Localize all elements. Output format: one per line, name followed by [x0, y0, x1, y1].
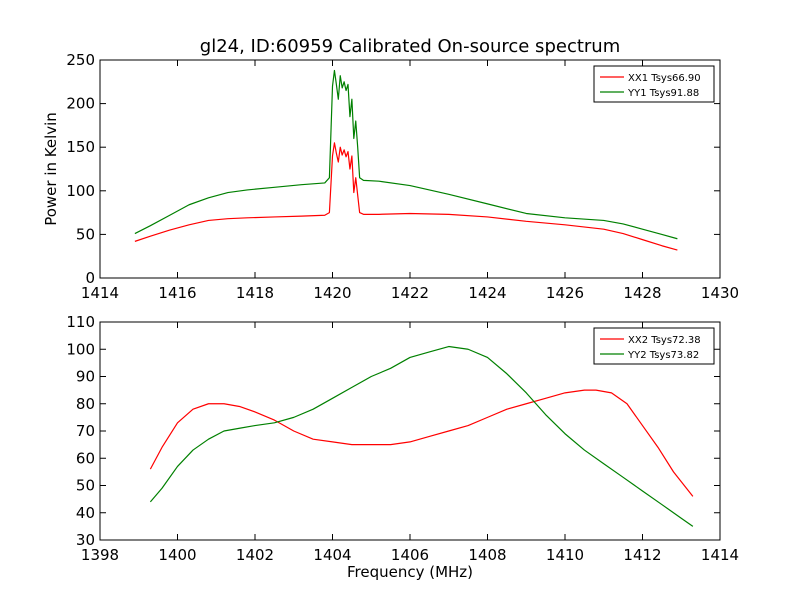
series-line — [149, 389, 694, 497]
top-plot: gl24, ID:60959 Calibrated On-source spec… — [42, 36, 739, 302]
y-tick-label: 110 — [66, 313, 95, 331]
series-line — [134, 142, 678, 251]
legend: XX1 Tsys66.90 YY1 Tsys91.88 — [593, 65, 715, 103]
x-tick-label: 1406 — [391, 546, 429, 564]
y-tick-label: 50 — [76, 225, 95, 243]
series-line — [149, 345, 694, 527]
legend-label: YY2 Tsys73.82 — [627, 350, 699, 361]
y-tick-label: 150 — [66, 138, 95, 156]
x-tick-label: 1416 — [158, 284, 196, 302]
legend-box — [593, 327, 715, 365]
series-line — [134, 69, 678, 240]
x-tick-label: 1418 — [236, 284, 274, 302]
legend-label: YY1 Tsys91.88 — [627, 88, 699, 99]
y-tick-label: 200 — [66, 95, 95, 113]
x-tick-label: 1420 — [313, 284, 351, 302]
y-tick-label: 30 — [76, 531, 95, 549]
x-tick-label: 1430 — [701, 284, 739, 302]
y-tick-label: 70 — [76, 422, 95, 440]
y-tick-label: 80 — [76, 395, 95, 413]
legend-label: XX1 Tsys66.90 — [628, 73, 701, 84]
legend-box — [593, 65, 715, 103]
x-tick-label: 1402 — [236, 546, 274, 564]
x-tick-label: 1414 — [81, 284, 119, 302]
x-tick-label: 1424 — [468, 284, 506, 302]
ticks-group: 1414 1416 1418 1420 1422 1424 1426 1428 1430 0 50 1… — [66, 51, 739, 302]
x-tick-label: 1400 — [158, 546, 196, 564]
legend-label: XX2 Tsys72.38 — [628, 335, 701, 346]
y-tick-label: 50 — [76, 477, 95, 495]
legend: XX2 Tsys72.38 YY2 Tsys73.82 — [593, 327, 715, 365]
plot-frame — [99, 59, 721, 279]
y-tick-label: 100 — [66, 340, 95, 358]
x-tick-label: 1428 — [623, 284, 661, 302]
y-tick-label: 0 — [85, 269, 95, 287]
bottom-plot: Frequency (MHz) 1398 1400 1402 1404 1406 1408… — [66, 313, 739, 581]
x-tick-label: 1410 — [546, 546, 584, 564]
x-tick-label: 1412 — [623, 546, 661, 564]
x-tick-label: 1408 — [468, 546, 506, 564]
x-axis-label: Frequency (MHz) — [347, 563, 473, 581]
x-tick-label: 1426 — [546, 284, 584, 302]
x-tick-label: 1414 — [701, 546, 739, 564]
x-tick-label: 1422 — [391, 284, 429, 302]
chart-title: gl24, ID:60959 Calibrated On-source spec… — [200, 36, 620, 57]
y-tick-label: 100 — [66, 182, 95, 200]
y-tick-label: 90 — [76, 368, 95, 386]
series-group — [134, 69, 678, 251]
y-tick-label: 60 — [76, 449, 95, 467]
y-tick-label: 40 — [76, 504, 95, 522]
x-tick-label: 1398 — [81, 546, 119, 564]
series-group — [149, 345, 694, 527]
x-tick-label: 1404 — [313, 546, 351, 564]
y-tick-label: 250 — [66, 51, 95, 69]
y-axis-label: Power in Kelvin — [42, 112, 60, 226]
ticks-group: 1398 1400 1402 1404 1406 1408 1410 1412 1414 30 40… — [66, 313, 739, 564]
plot-frame — [99, 321, 721, 541]
